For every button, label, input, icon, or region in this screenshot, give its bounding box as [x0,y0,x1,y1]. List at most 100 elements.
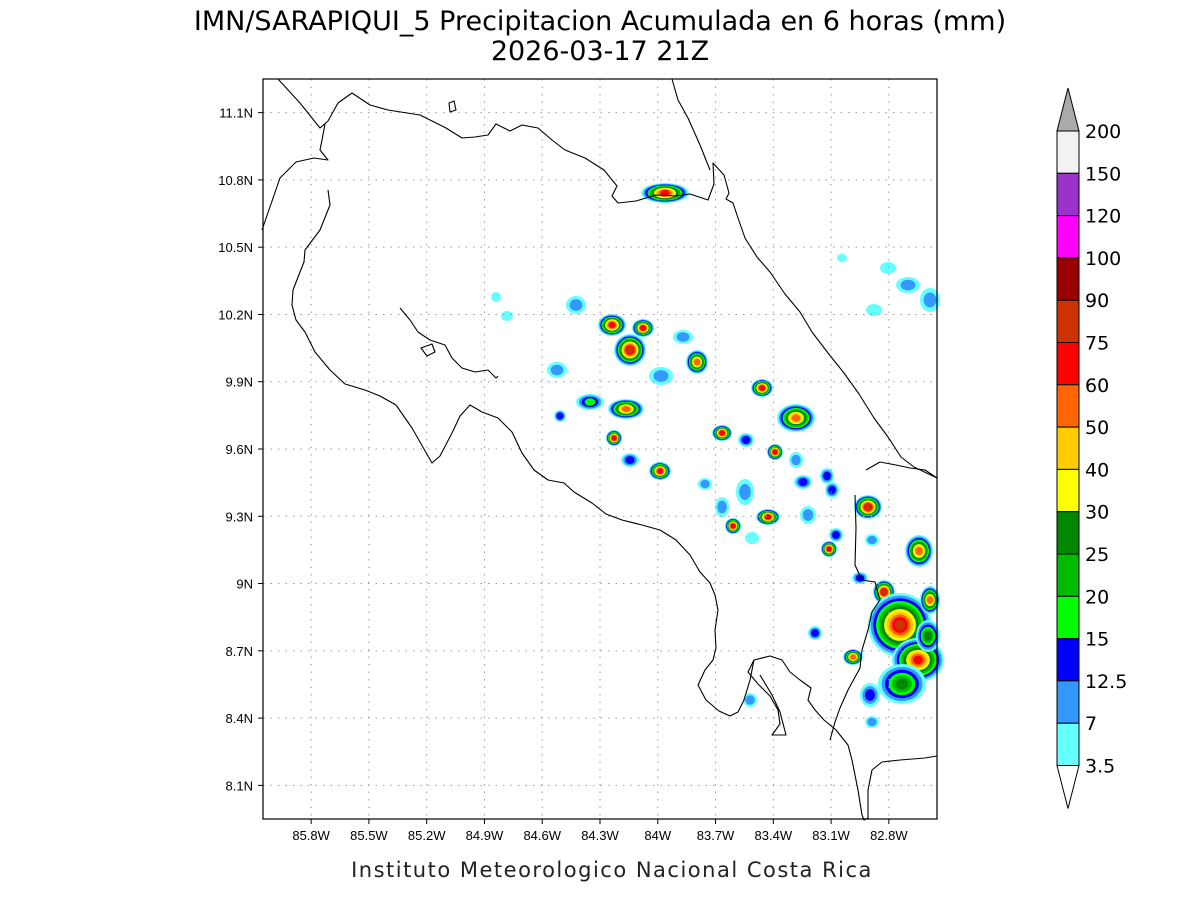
precip-contour [656,468,664,474]
colorbar-segment [1056,553,1080,597]
longitude-axis: 85.8W 85.5W 85.2W 84.9W 84.6W 84.3W 84W 83.7W 83… [292,819,908,843]
precip-contour [717,500,727,514]
lat-tick-label: 8.1N [226,778,253,793]
border-panama [829,494,881,741]
precip-contour [730,523,736,529]
precipitation-field [491,183,944,728]
precip-contour [741,436,751,444]
colorbar-label: 100 [1085,248,1121,270]
lat-tick-label: 11.1N [219,106,253,121]
lon-tick-label: 85.2W [408,828,446,843]
precip-contour [895,678,909,690]
lon-tick-label: 83.4W [755,828,793,843]
precip-contour [900,279,916,291]
precip-contour [923,292,937,308]
colorbar-segment [1056,468,1080,513]
colorbar-under-arrow [1056,765,1080,809]
colorbar-label: 40 [1085,459,1109,481]
precip-contour [764,514,772,520]
colorbar-label: 90 [1085,290,1109,312]
precip-contour [832,531,840,539]
lat-tick-label: 9.3N [226,509,253,524]
colorbar-label: 75 [1085,333,1109,355]
colorbar-segment [1056,257,1080,301]
colorbar-segment [1056,130,1080,174]
precip-contour [798,478,808,486]
footer-credit: Instituto Meteorologico Nacional Costa R… [351,858,873,882]
colorbar-label: 60 [1085,375,1109,397]
colorbar-segment [1056,299,1080,344]
precip-contour [837,254,847,262]
precip-contour [791,414,801,422]
lon-tick-label: 85.5W [350,828,388,843]
lon-tick-label: 83.7W [697,828,735,843]
colorbar-label: 150 [1085,163,1121,185]
lon-tick-label: 84.3W [581,828,619,843]
precip-contour [611,435,617,441]
precip-contour [693,358,701,366]
island-lake [448,100,457,113]
colorbar-label: 12.5 [1085,671,1127,693]
precip-contour [828,485,836,495]
precip-contour [556,412,564,420]
precip-contour [501,311,513,321]
precip-contour [550,364,564,376]
colorbar-segment [1056,215,1080,259]
colorbar-segment [1056,426,1080,470]
precip-contour [867,717,877,727]
lat-tick-label: 8.4N [226,711,253,726]
coastlines-borders [261,78,938,821]
colorbar-segment [1056,722,1080,767]
precip-contour [719,430,725,436]
colorbar-segment [1056,172,1080,217]
lon-tick-label: 84.6W [523,828,561,843]
lat-tick-label: 9.9N [226,375,253,390]
lon-tick-label: 83.1W [812,828,850,843]
colorbar-segment [1056,511,1080,555]
lat-tick-label: 10.2N [218,307,253,322]
precip-contour [758,385,766,391]
coastline-osa-peninsula [747,659,787,736]
precip-contour [866,304,882,316]
colorbar-label: 20 [1085,586,1109,608]
lon-tick-label: 84.9W [466,828,504,843]
precip-contour [802,509,814,521]
precip-contour [913,655,923,665]
precip-contour [653,370,669,382]
coastline-bocas [865,461,938,479]
precip-contour [811,629,819,637]
precip-contour [660,190,670,196]
coastline-gulf-nicoya [399,307,499,379]
colorbar-label: 15 [1085,629,1109,651]
precip-contour [864,503,872,511]
lat-tick-label: 9.6N [226,442,253,457]
precip-contour [826,546,832,552]
coastline-caribbean [277,78,938,479]
precip-contour [915,547,923,555]
precip-contour [608,321,616,329]
precip-contour [739,484,751,500]
coastline-lake-cap-north [671,78,711,171]
colorbar: 200 150 120 100 90 75 60 50 40 30 25 20 15 12.5 7 3.5 [1056,87,1127,809]
precip-contour [626,346,634,354]
precip-contour [924,631,932,641]
colorbar-label: 3.5 [1085,756,1115,778]
colorbar-segment [1056,638,1080,682]
precip-contour [676,332,690,342]
map-background [263,79,937,819]
map-valid-time: 2026-03-17 21Z [491,36,709,67]
precip-contour [700,479,710,489]
precip-contour [926,596,934,604]
lat-tick-label: 8.7N [226,644,253,659]
lon-tick-label: 85.8W [292,828,330,843]
precip-contour [745,532,759,544]
colorbar-label: 50 [1085,417,1109,439]
lon-tick-label: 84W [644,828,671,843]
precip-contour [865,689,875,701]
colorbar-label: 30 [1085,502,1109,524]
precip-contour [625,456,635,464]
island-nicoya [420,343,436,357]
colorbar-segment [1056,595,1080,640]
precip-contour [791,454,801,466]
